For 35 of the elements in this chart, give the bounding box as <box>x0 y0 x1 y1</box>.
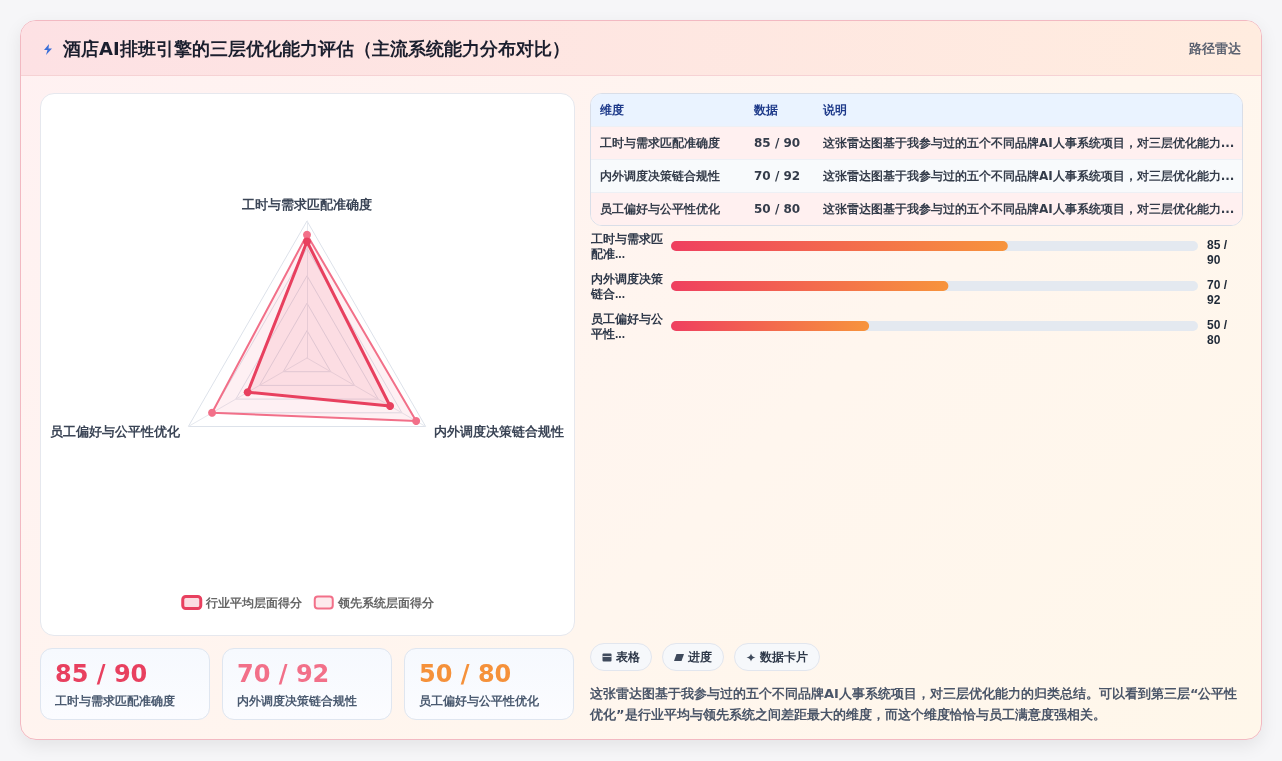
text: 表格 <box>616 648 640 666</box>
spoke-label: 员工偏好与公平性优化 <box>49 424 181 439</box>
legend-label: 领先系统层面得分 <box>336 595 435 610</box>
spoke-label: 内外调度决策链合规性 <box>434 424 565 439</box>
text: 说明 <box>814 94 1242 127</box>
text: 50 / 80 <box>419 660 512 688</box>
y-tick-label: 工时与需求匹配准... <box>590 231 663 261</box>
text: 这张雷达图基于我参与过的五个不同品牌AI人事系统项目，对三层优化能力... <box>814 159 1242 193</box>
text: 进度 <box>688 648 712 666</box>
category-label: 工时与需求匹配准确度 <box>55 693 175 709</box>
y-tick-label: 内外调度决策链合... <box>590 271 664 301</box>
text: 70 / 92 <box>745 159 814 193</box>
text: 内外调度决策链合规性 <box>591 159 745 193</box>
category-label: 内外调度决策链合规性 <box>237 693 357 709</box>
data-label: 50 / 80 <box>1207 317 1231 347</box>
data-label: 70 / 92 <box>1207 277 1231 307</box>
text: 这张雷达图基于我参与过的五个不同品牌AI人事系统项目，对三层优化能力的归类总结。可以看到第三层“公平性优化”是行业平均与领先系统之间差距最大的维度，而这个维度恰恰与员工满意度强相关。 <box>590 685 1239 724</box>
y-tick-label: 员工偏好与公平性... <box>590 311 664 341</box>
text: 85 / 90 <box>745 126 814 160</box>
text: 50 / 80 <box>745 192 814 226</box>
text: 酒店AI排班引擎的三层优化能力评估（主流系统能力分布对比） <box>63 37 570 61</box>
text: 工时与需求匹配准确度 <box>591 126 745 160</box>
text: 85 / 90 <box>55 660 148 688</box>
text: 这张雷达图基于我参与过的五个不同品牌AI人事系统项目，对三层优化能力... <box>814 192 1242 226</box>
text: 维度 <box>591 94 745 127</box>
text: 这张雷达图基于我参与过的五个不同品牌AI人事系统项目，对三层优化能力... <box>814 126 1242 160</box>
text: 数据 <box>745 94 814 127</box>
text: 路径雷达 <box>1189 40 1241 58</box>
text: 员工偏好与公平性优化 <box>591 192 745 226</box>
text: 70 / 92 <box>237 660 330 688</box>
data-label: 85 / 90 <box>1207 237 1231 267</box>
text: 数据卡片 <box>760 648 808 666</box>
spoke-label: 工时与需求匹配准确度 <box>241 197 372 212</box>
legend-label: 行业平均层面得分 <box>204 595 303 610</box>
category-label: 员工偏好与公平性优化 <box>419 693 539 709</box>
